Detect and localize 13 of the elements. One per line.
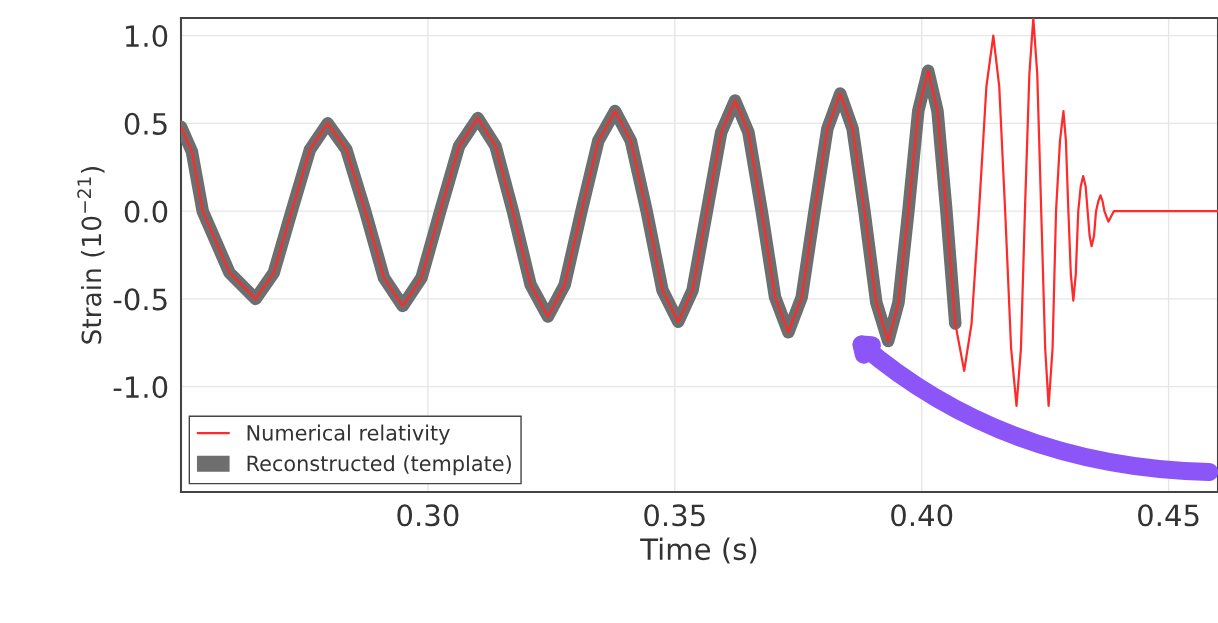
y-axis-title: Strain (10$^{−21}$): [77, 166, 105, 344]
x-axis-title: Time (s): [640, 537, 757, 564]
y-tick-label: -1.0: [113, 376, 168, 399]
y-tick-label: 1.0: [126, 25, 168, 48]
x-tick-label: 0.40: [891, 504, 953, 527]
legend-label: Reconstructed (template): [247, 455, 511, 476]
y-tick-label: 0.0: [124, 200, 168, 223]
x-tick-label: 0.45: [1138, 504, 1199, 527]
x-tick-label: 0.30: [397, 504, 459, 527]
y-tick-label: -0.5: [113, 288, 167, 311]
legend-label: Numerical relativity: [247, 424, 450, 445]
x-tick-label: 0.35: [644, 504, 705, 527]
y-tick-label: 0.5: [124, 112, 167, 135]
